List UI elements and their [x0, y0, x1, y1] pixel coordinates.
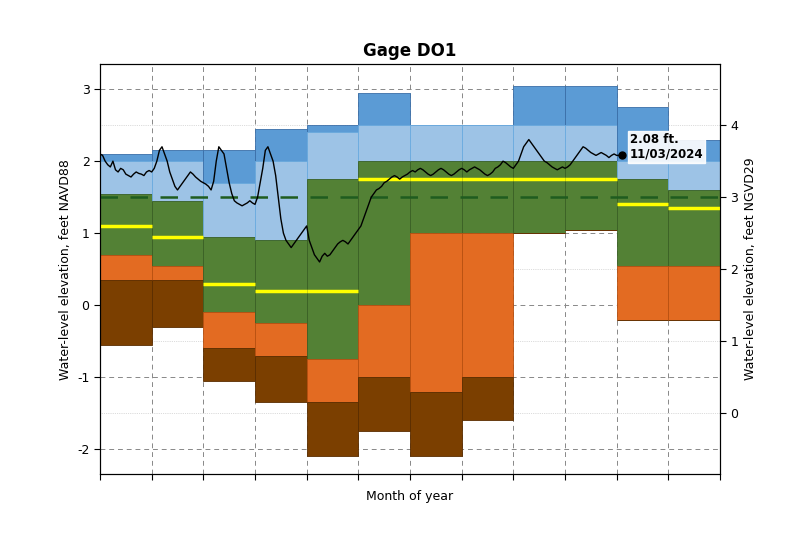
Bar	[255, 161, 306, 240]
Bar	[358, 305, 410, 377]
Bar	[203, 312, 255, 349]
Bar	[617, 161, 668, 179]
Bar	[462, 233, 514, 377]
Bar	[617, 107, 668, 161]
Y-axis label: Water-level elevation, feet NGVD29: Water-level elevation, feet NGVD29	[744, 158, 757, 381]
Bar	[462, 125, 514, 161]
Bar	[203, 237, 255, 312]
Bar	[306, 125, 358, 132]
Bar	[514, 125, 565, 161]
Bar	[100, 280, 152, 345]
Bar	[306, 179, 358, 359]
Bar	[358, 93, 410, 125]
Bar	[255, 240, 306, 323]
Bar	[668, 140, 720, 161]
Bar	[152, 150, 203, 161]
Bar	[358, 377, 410, 431]
Bar	[100, 193, 152, 255]
Bar	[617, 179, 668, 265]
Bar	[410, 392, 462, 456]
Bar	[514, 86, 565, 125]
Bar	[358, 161, 410, 305]
Bar	[152, 280, 203, 327]
X-axis label: Month of year: Month of year	[366, 490, 454, 503]
Bar	[565, 161, 617, 230]
Text: 2.08 ft.
11/03/2024: 2.08 ft. 11/03/2024	[630, 133, 703, 161]
Bar	[668, 265, 720, 320]
Bar	[306, 402, 358, 456]
Bar	[358, 125, 410, 161]
Bar	[668, 190, 720, 265]
Bar	[410, 125, 462, 161]
Bar	[410, 161, 462, 233]
Bar	[152, 265, 203, 280]
Bar	[462, 161, 514, 233]
Y-axis label: Water-level elevation, feet NAVD88: Water-level elevation, feet NAVD88	[58, 159, 72, 379]
Bar	[100, 255, 152, 280]
Bar	[565, 86, 617, 125]
Bar	[152, 161, 203, 201]
Bar	[152, 201, 203, 265]
Bar	[306, 132, 358, 179]
Bar	[203, 349, 255, 381]
Bar	[462, 377, 514, 421]
Bar	[255, 356, 306, 402]
Title: Gage DO1: Gage DO1	[363, 42, 457, 60]
Bar	[668, 161, 720, 190]
Bar	[306, 359, 358, 402]
Bar	[565, 125, 617, 161]
Bar	[255, 323, 306, 356]
Bar	[410, 233, 462, 392]
Bar	[100, 154, 152, 161]
Bar	[203, 150, 255, 183]
Bar	[617, 265, 668, 320]
Bar	[514, 161, 565, 233]
Bar	[203, 183, 255, 237]
Bar	[100, 161, 152, 193]
Bar	[255, 129, 306, 161]
